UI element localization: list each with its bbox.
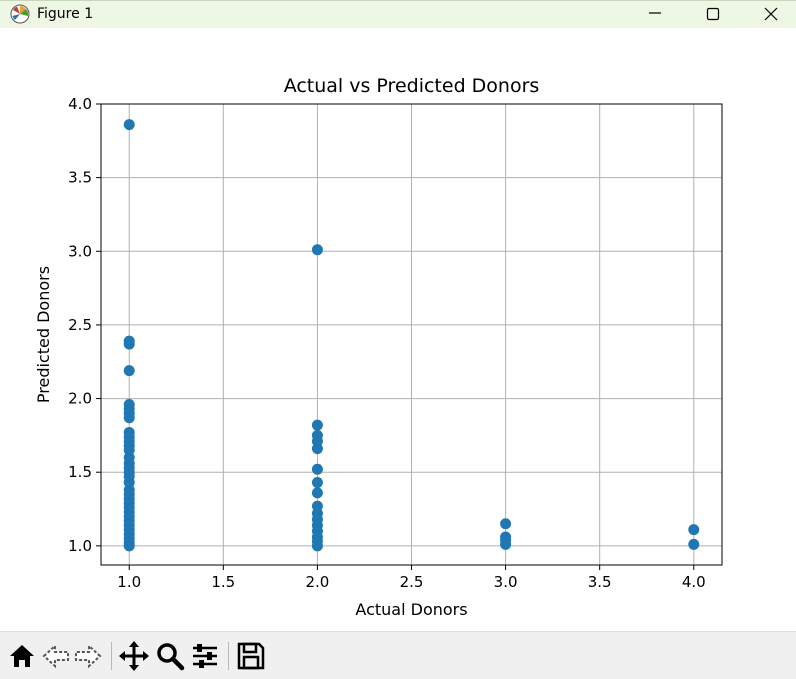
- scatter-point: [123, 338, 135, 350]
- minimize-icon: [649, 12, 661, 14]
- maximize-icon: [706, 7, 720, 21]
- scatter-point: [688, 538, 700, 550]
- scatter-point: [123, 119, 135, 131]
- scatter-point: [311, 419, 323, 431]
- back-arrow-icon: [42, 643, 69, 669]
- y-tick-label: 3.0: [68, 242, 92, 260]
- minimize-button[interactable]: [626, 1, 684, 28]
- zoom-button[interactable]: [154, 640, 186, 672]
- scatter-point: [500, 518, 512, 530]
- scatter-point: [311, 443, 323, 455]
- scatter-chart: 1.0 1.5 2.0 2.5 3.0 3.5 4.0 1.0 1.5 2.0 2.5 3.0 3.5 4…: [34, 75, 723, 619]
- x-tick-label: 1.0: [117, 573, 141, 591]
- scatter-point: [311, 540, 323, 552]
- grid-lines: [101, 103, 722, 565]
- scatter-point: [123, 540, 135, 552]
- data-points: [123, 119, 700, 552]
- pan-button[interactable]: [118, 640, 150, 672]
- x-tick-label: 1.5: [211, 573, 235, 591]
- forward-arrow-icon: [75, 643, 102, 669]
- scatter-point: [311, 244, 323, 256]
- y-tick-label: 2.5: [68, 316, 92, 334]
- scatter-point: [311, 477, 323, 489]
- x-tick-label: 3.0: [494, 573, 518, 591]
- toolbar-separator: [111, 642, 112, 670]
- close-icon: [764, 7, 778, 21]
- scatter-point: [500, 538, 512, 550]
- y-axis-label: Predicted Donors: [34, 266, 53, 403]
- scatter-point: [311, 487, 323, 499]
- back-button[interactable]: [40, 640, 72, 672]
- configure-subplots-button[interactable]: [189, 640, 221, 672]
- configure-subplots-icon: [193, 644, 217, 668]
- matplotlib-logo-icon: [10, 4, 30, 24]
- scatter-point: [688, 524, 700, 536]
- figure-canvas: 1.0 1.5 2.0 2.5 3.0 3.5 4.0 1.0 1.5 2.0 2.5 3.0 3.5 4…: [0, 28, 796, 631]
- scatter-point: [123, 365, 135, 377]
- toolbar-separator: [228, 642, 229, 670]
- navigation-toolbar: [0, 631, 796, 679]
- maximize-button[interactable]: [684, 1, 742, 28]
- x-tick-label: 2.0: [305, 573, 329, 591]
- pan-move-icon: [119, 641, 149, 671]
- close-button[interactable]: [742, 1, 796, 28]
- window-titlebar: Figure 1: [0, 0, 796, 28]
- x-tick-label: 3.5: [588, 573, 612, 591]
- save-floppy-icon: [237, 642, 265, 670]
- y-tick-label: 4.0: [68, 95, 92, 113]
- chart-title: Actual vs Predicted Donors: [284, 75, 540, 97]
- window-title: Figure 1: [37, 6, 94, 22]
- save-button[interactable]: [235, 640, 267, 672]
- x-tick-label: 4.0: [682, 573, 706, 591]
- scatter-point: [311, 463, 323, 475]
- scatter-point: [123, 412, 135, 424]
- home-icon: [10, 645, 34, 667]
- y-tick-label: 1.5: [68, 463, 92, 481]
- y-tick-label: 3.5: [68, 169, 92, 187]
- zoom-magnifier-icon: [157, 643, 185, 671]
- y-tick-label: 1.0: [68, 537, 92, 555]
- home-button[interactable]: [6, 640, 38, 672]
- axis-ticks: 1.0 1.5 2.0 2.5 3.0 3.5 4.0 1.0 1.5 2.0 2.5 3.0 3.5 4…: [68, 95, 706, 591]
- x-axis-label: Actual Donors: [355, 600, 467, 619]
- y-tick-label: 2.0: [68, 390, 92, 408]
- forward-button[interactable]: [72, 640, 104, 672]
- x-tick-label: 2.5: [400, 573, 424, 591]
